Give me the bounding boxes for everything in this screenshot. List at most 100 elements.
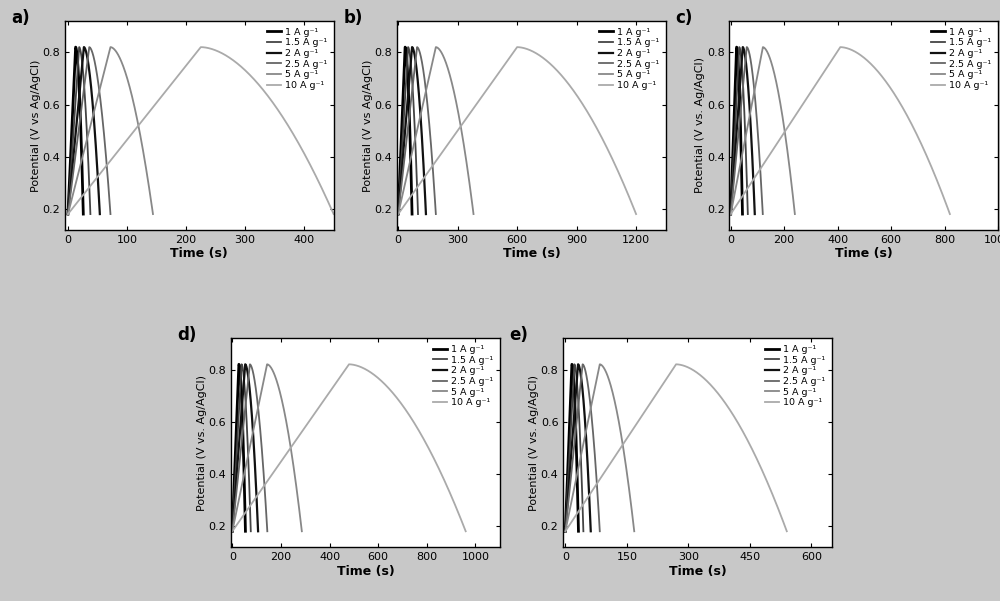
1 A g⁻¹ <box>731 43 743 50</box>
10 A g⁻¹ <box>630 210 642 218</box>
1.5 A g⁻¹ <box>77 67 89 75</box>
Line: 10 A g⁻¹: 10 A g⁻¹ <box>68 47 334 214</box>
1.5 A g⁻¹ <box>412 210 424 218</box>
2 A g⁻¹ <box>729 151 741 159</box>
2.5 A g⁻¹ <box>585 410 597 417</box>
10 A g⁻¹ <box>572 93 584 100</box>
Legend: 1 A g⁻¹, 1.5 A g⁻¹, 2 A g⁻¹, 2.5 A g⁻¹, 5 A g⁻¹, 10 A g⁻¹: 1 A g⁻¹, 1.5 A g⁻¹, 2 A g⁻¹, 2.5 A g⁻¹, … <box>597 26 661 92</box>
1.5 A g⁻¹ <box>568 361 580 368</box>
2.5 A g⁻¹ <box>73 124 85 132</box>
5 A g⁻¹ <box>273 385 285 392</box>
2 A g⁻¹ <box>242 368 254 376</box>
5 A g⁻¹ <box>77 151 89 159</box>
1 A g⁻¹ <box>562 468 574 475</box>
1 A g⁻¹ <box>400 51 412 58</box>
2 A g⁻¹ <box>226 528 238 535</box>
10 A g⁻¹ <box>781 528 793 535</box>
1 A g⁻¹ <box>399 43 411 50</box>
2.5 A g⁻¹ <box>90 67 102 75</box>
1 A g⁻¹ <box>572 528 584 535</box>
5 A g⁻¹ <box>736 151 748 159</box>
10 A g⁻¹ <box>130 124 142 132</box>
1 A g⁻¹ <box>730 59 742 66</box>
Text: e): e) <box>510 326 528 344</box>
Y-axis label: Potential (V vs Ag/AgCl): Potential (V vs Ag/AgCl) <box>363 59 373 192</box>
10 A g⁻¹ <box>890 93 902 100</box>
2 A g⁻¹ <box>83 67 95 75</box>
5 A g⁻¹ <box>768 67 780 75</box>
Y-axis label: Potential (V vs. Ag/AgCl): Potential (V vs. Ag/AgCl) <box>529 374 539 511</box>
X-axis label: Time (s): Time (s) <box>835 248 893 260</box>
Text: c): c) <box>676 8 693 26</box>
5 A g⁻¹ <box>763 51 775 58</box>
10 A g⁻¹ <box>460 528 472 535</box>
5 A g⁻¹ <box>430 43 442 50</box>
Y-axis label: Potential (V vs. Ag/AgCl): Potential (V vs. Ag/AgCl) <box>197 374 207 511</box>
2 A g⁻¹ <box>743 93 755 100</box>
10 A g⁻¹ <box>268 468 280 475</box>
1.5 A g⁻¹ <box>237 368 249 376</box>
2.5 A g⁻¹ <box>402 124 414 132</box>
1.5 A g⁻¹ <box>231 442 243 449</box>
1.5 A g⁻¹ <box>563 468 575 475</box>
2 A g⁻¹ <box>741 67 753 75</box>
1 A g⁻¹ <box>734 93 746 100</box>
5 A g⁻¹ <box>62 210 74 218</box>
5 A g⁻¹ <box>773 93 785 100</box>
1 A g⁻¹ <box>403 93 415 100</box>
10 A g⁻¹ <box>195 43 207 50</box>
5 A g⁻¹ <box>611 410 623 417</box>
10 A g⁻¹ <box>62 210 74 218</box>
2.5 A g⁻¹ <box>414 51 426 58</box>
1.5 A g⁻¹ <box>407 93 419 100</box>
10 A g⁻¹ <box>854 51 866 58</box>
1 A g⁻¹ <box>398 59 410 66</box>
10 A g⁻¹ <box>707 385 719 392</box>
5 A g⁻¹ <box>600 368 612 376</box>
1.5 A g⁻¹ <box>571 385 583 392</box>
1.5 A g⁻¹ <box>79 93 91 100</box>
2.5 A g⁻¹ <box>582 385 594 392</box>
2 A g⁻¹ <box>572 361 584 368</box>
1 A g⁻¹ <box>733 67 745 75</box>
2.5 A g⁻¹ <box>739 59 751 66</box>
Line: 2 A g⁻¹: 2 A g⁻¹ <box>731 47 755 214</box>
10 A g⁻¹ <box>725 210 737 218</box>
2.5 A g⁻¹ <box>261 528 273 535</box>
2.5 A g⁻¹ <box>421 93 433 100</box>
2 A g⁻¹ <box>579 410 591 417</box>
1.5 A g⁻¹ <box>73 43 85 50</box>
Legend: 1 A g⁻¹, 1.5 A g⁻¹, 2 A g⁻¹, 2.5 A g⁻¹, 5 A g⁻¹, 10 A g⁻¹: 1 A g⁻¹, 1.5 A g⁻¹, 2 A g⁻¹, 2.5 A g⁻¹, … <box>265 26 329 92</box>
2.5 A g⁻¹ <box>104 210 116 218</box>
2.5 A g⁻¹ <box>749 93 761 100</box>
1 A g⁻¹ <box>401 67 413 75</box>
1 A g⁻¹ <box>568 385 580 392</box>
Y-axis label: Potential (V vs Ag/AgCl): Potential (V vs Ag/AgCl) <box>31 59 41 192</box>
Line: 2 A g⁻¹: 2 A g⁻¹ <box>232 364 258 531</box>
1.5 A g⁻¹ <box>235 376 247 383</box>
Line: 2.5 A g⁻¹: 2.5 A g⁻¹ <box>565 364 600 531</box>
Line: 1.5 A g⁻¹: 1.5 A g⁻¹ <box>232 364 251 531</box>
5 A g⁻¹ <box>426 59 438 66</box>
1.5 A g⁻¹ <box>401 59 413 66</box>
10 A g⁻¹ <box>559 528 571 535</box>
5 A g⁻¹ <box>572 468 584 475</box>
1.5 A g⁻¹ <box>738 93 750 100</box>
1.5 A g⁻¹ <box>725 210 737 218</box>
10 A g⁻¹ <box>434 151 446 159</box>
2 A g⁻¹ <box>737 43 749 50</box>
2.5 A g⁻¹ <box>392 210 404 218</box>
1 A g⁻¹ <box>69 59 81 66</box>
Text: b): b) <box>343 8 363 26</box>
10 A g⁻¹ <box>182 59 194 66</box>
10 A g⁻¹ <box>764 151 776 159</box>
10 A g⁻¹ <box>109 151 121 159</box>
2 A g⁻¹ <box>76 59 88 66</box>
2 A g⁻¹ <box>564 468 576 475</box>
Line: 1 A g⁻¹: 1 A g⁻¹ <box>731 47 742 214</box>
Line: 2.5 A g⁻¹: 2.5 A g⁻¹ <box>232 364 267 531</box>
5 A g⁻¹ <box>100 59 112 66</box>
X-axis label: Time (s): Time (s) <box>170 248 228 260</box>
10 A g⁻¹ <box>871 67 883 75</box>
1.5 A g⁻¹ <box>735 51 747 58</box>
